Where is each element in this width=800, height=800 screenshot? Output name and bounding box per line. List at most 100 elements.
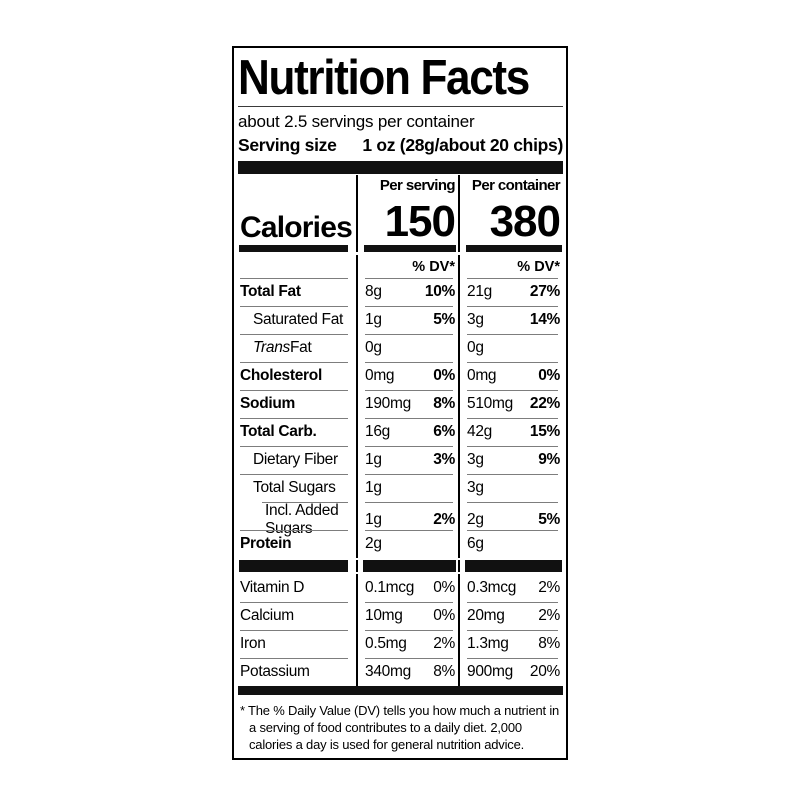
per-container-amount: 3g bbox=[467, 479, 484, 496]
per-container-dv: 15% bbox=[529, 423, 560, 440]
per-container-dv: 2% bbox=[538, 579, 560, 596]
per-serving-amount: 0.5mg bbox=[365, 635, 407, 652]
per-container-dv: 5% bbox=[538, 511, 560, 528]
per-container-amount: 21g bbox=[467, 283, 492, 300]
per-container-dv: 0% bbox=[538, 367, 560, 384]
per-serving-amount: 0mg bbox=[365, 367, 395, 384]
nutrient-name: Dietary Fiber bbox=[253, 451, 338, 468]
section-divider-bar bbox=[238, 161, 563, 174]
per-serving-amount: 1g bbox=[365, 311, 382, 328]
per-container-dv: 20% bbox=[529, 663, 560, 680]
calories-per-serving: 150 bbox=[356, 195, 458, 245]
nutrient-name: Total Fat bbox=[240, 283, 301, 300]
per-serving-dv: 5% bbox=[433, 311, 455, 328]
per-container-dv: 9% bbox=[538, 451, 560, 468]
nutrient-name: Saturated Fat bbox=[253, 311, 344, 328]
nutrient-name: Calcium bbox=[240, 607, 294, 624]
divider-bar-segment bbox=[239, 560, 348, 572]
calories-per-container: 380 bbox=[458, 195, 563, 245]
per-serving-amount: 190mg bbox=[365, 395, 411, 412]
nutrient-name: Vitamin D bbox=[240, 579, 305, 596]
per-serving-dv: 3% bbox=[433, 451, 455, 468]
macro-micro-divider-row bbox=[238, 558, 563, 574]
per-serving-dv: 6% bbox=[433, 423, 455, 440]
row-dietary-fiber: Dietary Fiber 1g 3% 3g 9% bbox=[238, 446, 563, 474]
row-cholesterol: Cholesterol 0mg 0% 0mg 0% bbox=[238, 362, 563, 390]
per-serving-dv: 8% bbox=[433, 663, 455, 680]
nutrition-facts-label: Nutrition Facts about 2.5 servings per c… bbox=[232, 46, 568, 760]
per-container-dv: 14% bbox=[529, 311, 560, 328]
row-vitamin-d: Vitamin D 0.1mcg 0% 0.3mcg 2% bbox=[238, 574, 563, 602]
row-total-carb: Total Carb. 16g 6% 42g 15% bbox=[238, 418, 563, 446]
divider-bar-segment bbox=[465, 560, 562, 572]
row-trans-fat: Trans Fat 0g 0g bbox=[238, 334, 563, 362]
per-serving-amount: 1g bbox=[365, 451, 382, 468]
row-iron: Iron 0.5mg 2% 1.3mg 8% bbox=[238, 630, 563, 658]
per-container-amount: 510mg bbox=[467, 395, 513, 412]
per-serving-dv: 8% bbox=[433, 395, 455, 412]
per-serving-dv: 0% bbox=[433, 607, 455, 624]
per-container-amount: 42g bbox=[467, 423, 492, 440]
nutrient-name: Fat bbox=[289, 339, 312, 356]
dv-footnote: * The % Daily Value (DV) tells you how m… bbox=[240, 703, 560, 752]
footnote-divider-bar bbox=[238, 686, 563, 695]
per-serving-amount: 2g bbox=[365, 535, 382, 552]
row-potassium: Potassium 340mg 8% 900mg 20% bbox=[238, 658, 563, 686]
row-total-sugars: Total Sugars 1g 3g bbox=[238, 474, 563, 502]
title-rule bbox=[238, 106, 563, 107]
calories-underline-row bbox=[238, 245, 563, 255]
per-container-amount: 6g bbox=[467, 535, 484, 552]
nutrient-name: Total Carb. bbox=[240, 423, 317, 440]
per-serving-amount: 0.1mcg bbox=[365, 579, 415, 596]
row-calcium: Calcium 10mg 0% 20mg 2% bbox=[238, 602, 563, 630]
per-container-dv: 2% bbox=[538, 607, 560, 624]
per-serving-dv: 2% bbox=[433, 635, 455, 652]
per-serving-dv: 10% bbox=[424, 283, 455, 300]
row-sodium: Sodium 190mg 8% 510mg 22% bbox=[238, 390, 563, 418]
nutrient-name-italic: Trans bbox=[253, 339, 290, 356]
per-serving-amount: 340mg bbox=[365, 663, 411, 680]
per-serving-dv: 0% bbox=[433, 367, 455, 384]
nutrient-name: Protein bbox=[240, 535, 292, 552]
nutrient-name: Potassium bbox=[240, 663, 310, 680]
row-total-fat: Total Fat 8g 10% 21g 27% bbox=[238, 278, 563, 306]
per-serving-amount: 0g bbox=[365, 339, 382, 356]
serving-size-row: Serving size 1 oz (28g/about 20 chips) bbox=[238, 133, 563, 158]
per-container-amount: 1.3mg bbox=[467, 635, 509, 652]
per-container-dv: 22% bbox=[529, 395, 560, 412]
per-serving-dv: 0% bbox=[433, 579, 455, 596]
per-container-dv: 27% bbox=[529, 283, 560, 300]
row-saturated-fat: Saturated Fat 1g 5% 3g 14% bbox=[238, 306, 563, 334]
servings-per-container: about 2.5 servings per container bbox=[238, 112, 475, 131]
calories-word: Calories bbox=[240, 211, 353, 244]
calories-value-row: Calories 150 380 bbox=[238, 195, 563, 245]
per-serving-dv: 2% bbox=[433, 511, 455, 528]
per-serving-amount: 16g bbox=[365, 423, 390, 440]
per-container-bar bbox=[466, 245, 562, 252]
per-container-amount: 0mg bbox=[467, 367, 497, 384]
dv-header-container: % DV* bbox=[458, 255, 563, 278]
nutrient-name: Total Sugars bbox=[253, 479, 336, 496]
per-container-amount: 900mg bbox=[467, 663, 513, 680]
label-title: Nutrition Facts bbox=[238, 51, 530, 105]
nutrient-name: Iron bbox=[240, 635, 266, 652]
per-serving-header: Per serving bbox=[356, 175, 458, 195]
serving-size-value: 1 oz (28g/about 20 chips) bbox=[362, 135, 563, 155]
nutrient-name: Cholesterol bbox=[240, 367, 322, 384]
nutrient-name: Sodium bbox=[240, 395, 296, 412]
per-container-amount: 2g bbox=[467, 511, 484, 528]
dv-header-serving: % DV* bbox=[356, 255, 458, 278]
per-container-amount: 0g bbox=[467, 339, 484, 356]
calories-bar bbox=[239, 245, 348, 252]
per-container-dv: 8% bbox=[538, 635, 560, 652]
per-container-header: Per container bbox=[458, 175, 563, 195]
per-serving-amount: 1g bbox=[365, 511, 382, 528]
per-serving-amount: 1g bbox=[365, 479, 382, 496]
per-container-amount: 0.3mcg bbox=[467, 579, 517, 596]
calories-header-row: Per serving Per container bbox=[238, 175, 563, 195]
per-serving-bar bbox=[364, 245, 456, 252]
row-added-sugars: Incl. Added Sugars 1g 2% 2g 5% bbox=[238, 502, 563, 538]
divider-bar-segment bbox=[363, 560, 456, 572]
serving-size-label: Serving size bbox=[238, 135, 337, 155]
per-container-amount: 3g bbox=[467, 311, 484, 328]
